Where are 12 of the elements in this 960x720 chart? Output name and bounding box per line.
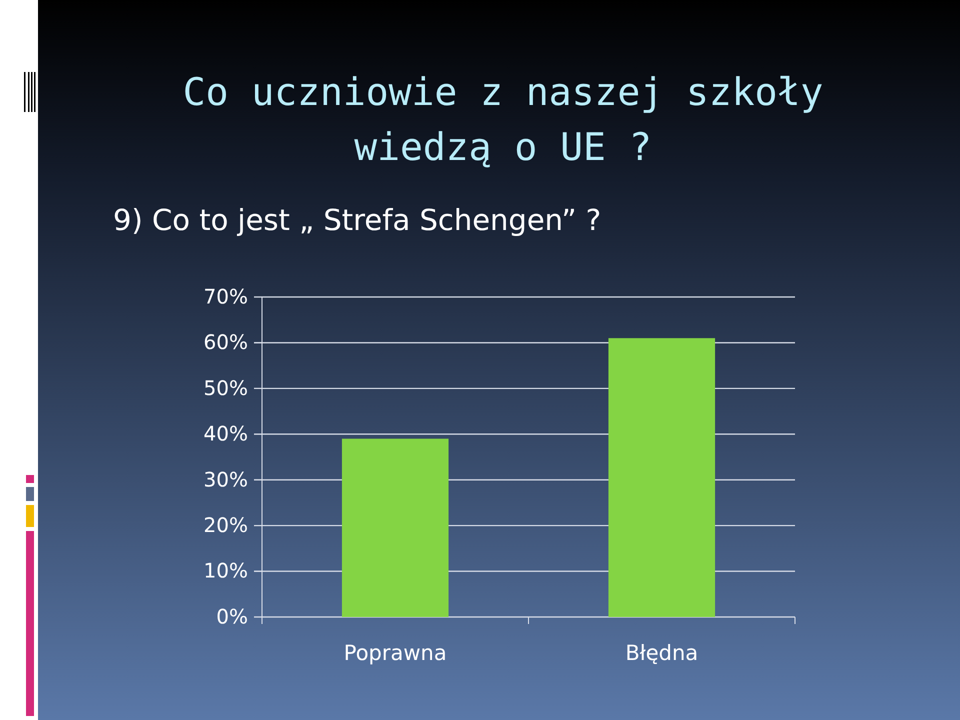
chart-title: Co uczniowie z naszej szkoły wiedzą o UE ? <box>182 70 824 169</box>
y-tick-label: 30% <box>204 467 248 492</box>
y-tick-label: 0% <box>216 604 248 628</box>
x-tick-label: Błędna <box>625 640 698 665</box>
y-tick-label: 40% <box>204 422 248 446</box>
x-tick-label: Poprawna <box>344 640 447 665</box>
y-tick-label: 60% <box>204 330 248 354</box>
y-tick-label: 20% <box>204 512 248 537</box>
chart-subtitle: 9) Co to jest „ Strefa Schengen” ? <box>113 203 602 237</box>
y-tick-label: 10% <box>204 558 248 583</box>
y-tick-label: 50% <box>204 376 248 400</box>
y-tick-label: 70% <box>204 284 248 308</box>
